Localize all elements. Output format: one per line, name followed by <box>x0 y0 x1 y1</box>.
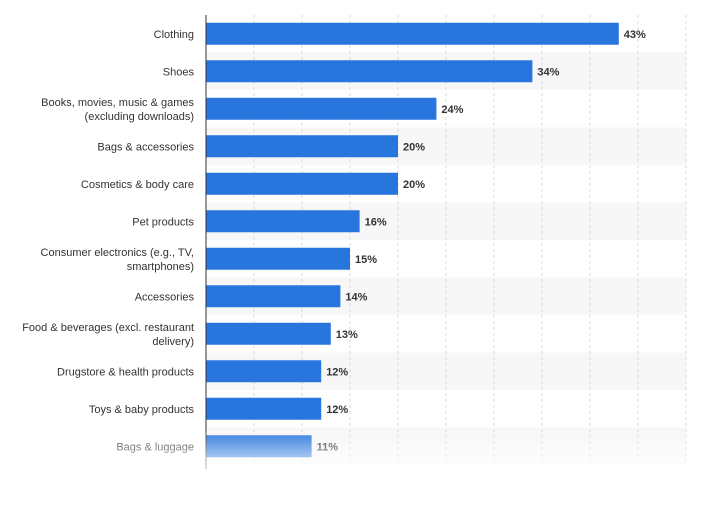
category-label: Consumer electronics (e.g., TV, smartphon… <box>41 247 194 273</box>
bar <box>206 97 437 120</box>
category-label-line: Drugstore & health products <box>57 366 194 378</box>
bar <box>206 172 398 195</box>
value-label: 14% <box>345 291 367 303</box>
category-label: Food & beverages (excl. restaurant delive… <box>22 322 194 348</box>
value-label: 20% <box>403 179 425 191</box>
category-label-line: Accessories <box>135 291 195 303</box>
value-label: 11% <box>317 441 339 453</box>
value-label: 34% <box>537 66 559 78</box>
category-labels: Clothing Shoes Books, movies, music & game… <box>22 29 194 454</box>
category-label-line: Pet products <box>132 216 194 228</box>
bar <box>206 210 360 233</box>
value-label: 15% <box>355 254 377 266</box>
category-label: Cosmetics & body care <box>81 179 194 191</box>
bar <box>206 322 331 345</box>
value-label: 12% <box>326 366 348 378</box>
category-label-line: Cosmetics & body care <box>81 179 194 191</box>
category-label-line: (excluding downloads) <box>85 111 194 123</box>
category-label: Clothing <box>154 29 194 41</box>
category-label-line: Toys & baby products <box>89 404 195 416</box>
category-label-line: Shoes <box>163 66 195 78</box>
category-label-line: Books, movies, music & games <box>41 97 194 109</box>
category-label: Books, movies, music & games (excluding d… <box>41 97 194 123</box>
category-label: Bags & accessories <box>97 141 194 153</box>
value-label: 20% <box>403 141 425 153</box>
value-label: 13% <box>336 329 358 341</box>
bar <box>206 22 619 45</box>
bar <box>206 135 398 158</box>
category-label: Toys & baby products <box>89 404 195 416</box>
value-label: 12% <box>326 404 348 416</box>
category-label: Accessories <box>135 291 195 303</box>
bar <box>206 360 322 383</box>
value-labels: 43% 34% 24% 20% 20% 16% 15% 14% 13% 12% 12% 11% <box>317 29 646 454</box>
category-label-line: delivery) <box>152 336 194 348</box>
category-label-line: Bags & luggage <box>116 441 194 453</box>
gridlines <box>253 15 687 465</box>
bar <box>206 247 350 270</box>
category-label-line: smartphones) <box>127 261 194 273</box>
bar <box>206 60 533 83</box>
category-label-line: Clothing <box>154 29 194 41</box>
category-label: Shoes <box>163 66 195 78</box>
bar <box>206 435 312 458</box>
value-label: 16% <box>365 216 387 228</box>
category-label: Drugstore & health products <box>57 366 194 378</box>
category-label-line: Bags & accessories <box>97 141 194 153</box>
value-label: 43% <box>624 29 646 41</box>
category-label-line: Consumer electronics (e.g., TV, <box>41 247 194 259</box>
bar <box>206 397 322 420</box>
category-label: Bags & luggage <box>116 441 194 453</box>
category-label-line: Food & beverages (excl. restaurant <box>22 322 194 334</box>
bar <box>206 285 341 308</box>
value-label: 24% <box>441 104 463 116</box>
category-label: Pet products <box>132 216 194 228</box>
